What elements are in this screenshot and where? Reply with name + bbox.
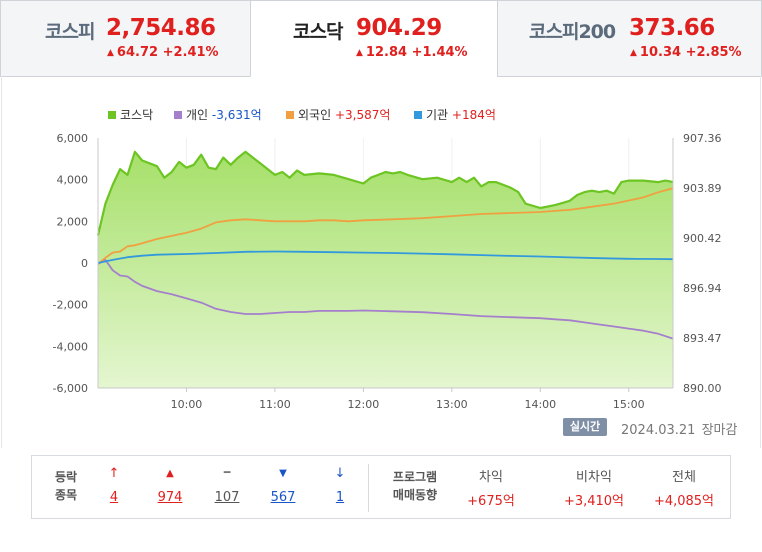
tab-kospi[interactable]: 코스피 2,754.86 ▲ 64.72 +2.41% bbox=[0, 0, 251, 77]
up-triangle-icon: ▲ bbox=[356, 48, 363, 58]
x-tick-label: 13:00 bbox=[436, 398, 468, 411]
realtime-badge[interactable]: 실시간 bbox=[563, 418, 607, 436]
arbitrage-header: 차익 bbox=[479, 470, 503, 485]
tab-change: ▲ 64.72 +2.41% bbox=[107, 45, 219, 60]
program-trading-label: 프로그램 매매동향 bbox=[382, 468, 448, 504]
tab-name: 코스피200 bbox=[529, 21, 616, 43]
y-left-tick-label: 2,000 bbox=[57, 215, 89, 228]
individual-line bbox=[97, 259, 674, 340]
investor-series bbox=[97, 187, 674, 340]
y-left-tick-label: 6,000 bbox=[57, 132, 89, 145]
up-triangle-icon: ▲ bbox=[107, 48, 114, 58]
x-tick-label: 12:00 bbox=[348, 398, 380, 411]
y-right-tick-label: 903.89 bbox=[683, 182, 722, 195]
non-arbitrage-header: 비차익 bbox=[576, 470, 612, 485]
market-breadth-panel: 등락 종목 ↑ 4 ▲ 974 ━ 107 ▼ 567 ↓ 1 프로그램 매매동… bbox=[31, 455, 731, 519]
non-arbitrage-value: +3,410억 bbox=[563, 494, 625, 509]
legend-label: 코스닥 bbox=[120, 108, 153, 122]
arbitrage-value: +675억 bbox=[467, 494, 515, 509]
program-label-line2: 매매동향 bbox=[392, 488, 438, 502]
legend-label: 개인 -3,631억 bbox=[186, 108, 262, 122]
y-right-tick-label: 890.00 bbox=[683, 382, 722, 395]
tab-change: ▲ 12.84 +1.44% bbox=[356, 45, 468, 60]
y-left-tick-label: 0 bbox=[81, 257, 88, 270]
lower-limit-count[interactable]: 1 bbox=[335, 490, 345, 505]
y-left-tick-label: -2,000 bbox=[53, 299, 88, 312]
tab-change-text: 64.72 +2.41% bbox=[116, 45, 219, 60]
program-label-line1: 프로그램 bbox=[392, 470, 438, 484]
rise-count[interactable]: 974 bbox=[157, 490, 183, 505]
institution-line bbox=[97, 250, 674, 264]
breadth-label-line1: 등락 bbox=[54, 470, 78, 484]
investor-trend-chart: 코스닥 개인 -3,631억 외국인 +3,587억 기관 +184억 6,000 4,… bbox=[53, 108, 722, 411]
chart-panel: 코스닥 개인 -3,631억 외국인 +3,587억 기관 +184억 6,000 4,… bbox=[1, 76, 761, 448]
breadth-label-line2: 종목 bbox=[54, 488, 78, 502]
kosdaq-area bbox=[96, 150, 674, 388]
kosdaq-line bbox=[96, 150, 674, 236]
legend-swatch bbox=[414, 111, 422, 119]
breadth-label: 등락 종목 bbox=[46, 468, 86, 504]
y-left-tick-label: -6,000 bbox=[53, 382, 88, 395]
tab-kospi200[interactable]: 코스피200 373.66 ▲ 10.34 +2.85% bbox=[497, 0, 762, 77]
y-left-tick-label: 4,000 bbox=[57, 174, 89, 187]
legend-swatch bbox=[174, 111, 182, 119]
tab-index-value: 2,754.86 bbox=[106, 15, 216, 41]
legend-label: 기관 +184억 bbox=[426, 108, 496, 122]
rise-icon: ▲ bbox=[166, 468, 174, 479]
chart-legend: 코스닥 개인 -3,631억 외국인 +3,587억 기관 +184억 bbox=[108, 108, 496, 122]
market-status: 장마감 bbox=[701, 423, 738, 438]
stats-divider bbox=[368, 464, 369, 512]
y-right-tick-label: 896.94 bbox=[683, 282, 722, 295]
tab-name: 코스피 bbox=[45, 21, 95, 43]
tab-change: ▲ 10.34 +2.85% bbox=[630, 45, 742, 60]
upper-limit-count[interactable]: 4 bbox=[109, 490, 119, 505]
legend-label: 외국인 +3,587억 bbox=[298, 108, 390, 122]
y-right-tick-label: 900.42 bbox=[683, 232, 722, 245]
axes: 6,000 4,000 2,000 0 -2,000 -4,000 -6,000 907.36… bbox=[53, 132, 722, 411]
kosdaq-area-fill bbox=[98, 151, 673, 388]
legend-swatch bbox=[286, 111, 294, 119]
unchanged-count[interactable]: 107 bbox=[214, 490, 240, 505]
upper-limit-icon: ↑ bbox=[108, 466, 120, 481]
y-left-tick-label: -4,000 bbox=[53, 340, 88, 353]
foreign-line bbox=[97, 187, 674, 265]
up-triangle-icon: ▲ bbox=[630, 48, 637, 58]
legend-swatch bbox=[108, 111, 116, 119]
tab-kosdaq[interactable]: 코스닥 904.29 ▲ 12.84 +1.44% bbox=[250, 0, 498, 77]
fall-count[interactable]: 567 bbox=[270, 490, 296, 505]
unchanged-icon: ━ bbox=[223, 466, 231, 479]
program-total-value: +4,085억 bbox=[653, 494, 715, 509]
x-tick-label: 11:00 bbox=[259, 398, 291, 411]
date-text: 2024.03.21 bbox=[621, 423, 696, 438]
lower-limit-icon: ↓ bbox=[334, 466, 346, 481]
tab-index-value: 904.29 bbox=[356, 15, 442, 41]
market-date: 2024.03.21 장마감 bbox=[619, 419, 737, 438]
x-tick-label: 10:00 bbox=[171, 398, 203, 411]
tab-change-text: 10.34 +2.85% bbox=[639, 45, 742, 60]
tab-change-text: 12.84 +1.44% bbox=[365, 45, 468, 60]
fall-icon: ▼ bbox=[279, 468, 287, 479]
index-tabs: 코스피 2,754.86 ▲ 64.72 +2.41% 코스닥 904.29 ▲ 1… bbox=[0, 0, 762, 77]
y-right-tick-label: 893.47 bbox=[683, 332, 722, 345]
x-tick-label: 14:00 bbox=[524, 398, 556, 411]
tab-name: 코스닥 bbox=[293, 21, 343, 43]
tab-index-value: 373.66 bbox=[629, 15, 715, 41]
program-total-header: 전체 bbox=[672, 470, 696, 485]
y-right-tick-label: 907.36 bbox=[683, 132, 722, 145]
x-tick-label: 15:00 bbox=[613, 398, 645, 411]
